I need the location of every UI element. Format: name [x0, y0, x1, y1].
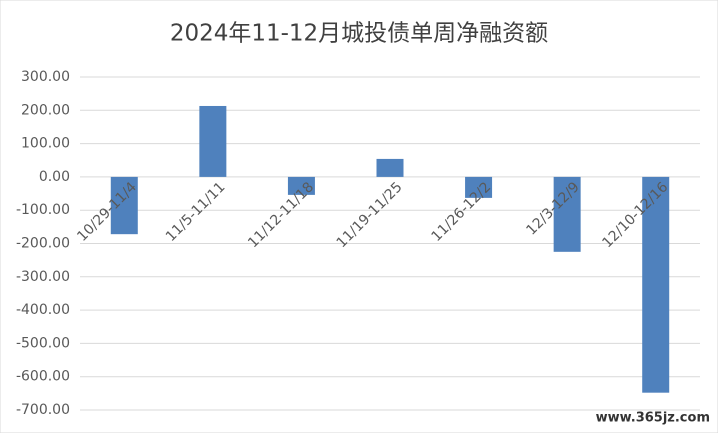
y-tick-label: 300.00: [21, 69, 70, 85]
bar: [376, 158, 404, 177]
chart-title: 2024年11-12月城投债单周净融资额: [170, 21, 548, 47]
bar: [642, 176, 670, 393]
bar: [465, 176, 493, 198]
y-tick-label: 0.00: [39, 169, 70, 185]
bar: [553, 176, 581, 252]
watermark: www.365jz.com: [596, 411, 710, 426]
bar: [287, 176, 315, 195]
y-tick-label: -100.00: [16, 202, 70, 218]
y-tick-label: -200.00: [16, 236, 70, 252]
y-tick-label: 200.00: [21, 102, 70, 118]
bar: [110, 176, 138, 235]
bar: [199, 105, 227, 177]
y-tick-label: -300.00: [16, 269, 70, 285]
y-tick-label: -500.00: [16, 335, 70, 351]
y-tick-label: 100.00: [21, 136, 70, 152]
y-tick-label: -700.00: [16, 402, 70, 418]
y-tick-label: -400.00: [16, 302, 70, 318]
y-tick-label: -600.00: [16, 369, 70, 385]
